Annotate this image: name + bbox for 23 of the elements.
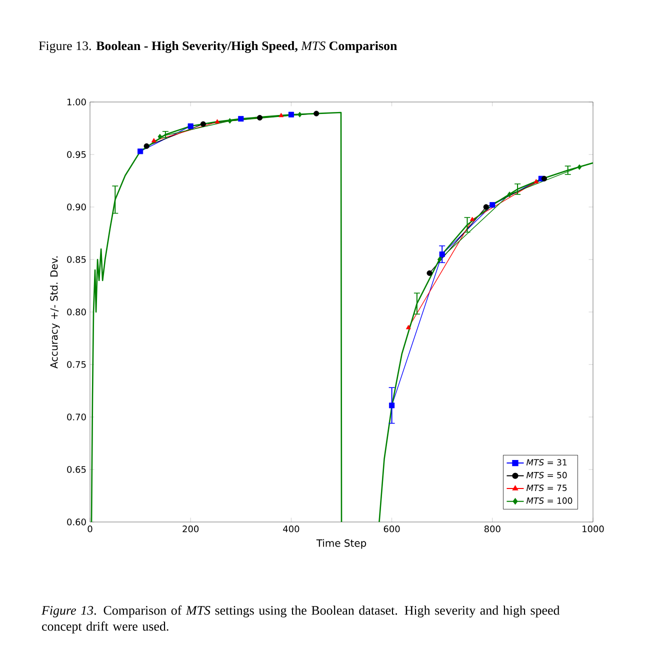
x-tick-label: 600 [384,526,400,532]
legend-label: MTS = 100 [526,497,572,504]
chart-title: Figure 13. Boolean - High Severity/High Speed, MTS Comparison [38,41,398,53]
y-axis-title: Accuracy +/- Std. Dev. [50,256,60,368]
text: Figure 13. Comparison of MTS settings using the Boolean dataset. High severity and high speed concept drift were used. [41,606,560,634]
y-tick-label: 0.85 [67,256,86,263]
y-tick-label: 0.80 [67,308,86,316]
y-tick-label: 0.75 [67,361,86,368]
legend-label: MTS = 50 [526,472,567,478]
y-tick-label: 0.90 [67,204,86,210]
legend-label: MTS = 31 [526,459,567,466]
y-tick-label: 0.60 [67,518,86,526]
x-tick-label: 800 [484,526,500,532]
legend-label: MTS = 75 [526,484,567,492]
x-tick-label: 1000 [582,526,604,532]
x-tick-label: 200 [182,526,199,532]
x-tick-label: 0 [88,526,92,532]
y-tick-label: 1.00 [68,98,86,106]
y-tick-label: 0.70 [67,414,86,420]
y-tick-label: 0.65 [67,466,86,473]
x-tick-label: 400 [283,526,300,532]
x-axis-title: Time Step [316,539,366,549]
y-tick-label: 0.95 [67,151,86,158]
